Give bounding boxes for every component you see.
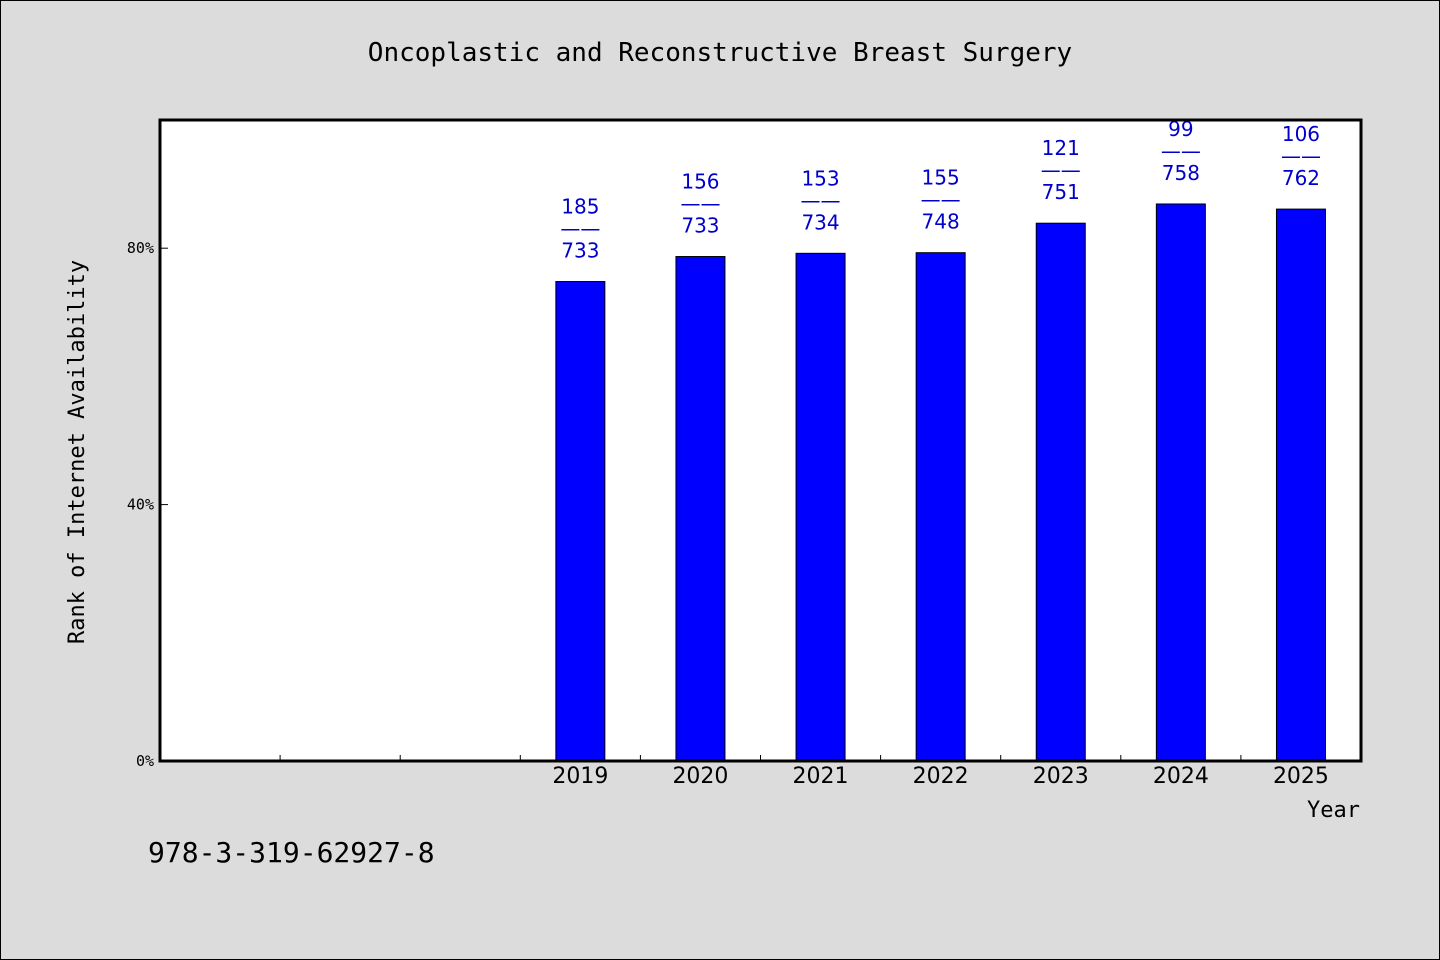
data-label-separator: —— [1281,144,1321,168]
isbn-label: 978-3-319-62927-8 [148,836,435,869]
bar [1155,203,1206,762]
data-label-rank: 155 [922,166,960,190]
data-label-total: 733 [561,239,599,263]
y-tick-label: 80% [127,239,154,257]
plot-border [158,118,1363,763]
data-label-rank: 106 [1282,122,1320,146]
data-label-separator: —— [1161,139,1201,163]
data-label-rank: 153 [801,166,839,190]
x-ticks-layer: 2019 2020 2021 2022 2023 2024 2025 [279,755,1329,789]
data-label-total: 734 [801,210,839,234]
data-label-rank: 185 [561,195,599,219]
y-tick-label: 40% [127,496,154,514]
bar [915,252,966,762]
chart-title: Oncoplastic and Reconstructive Breast Su… [368,38,1072,68]
data-label-total: 762 [1282,166,1320,190]
data-label-total: 751 [1042,180,1080,204]
bar [675,256,726,762]
data-label-total: 748 [922,210,960,234]
x-tick-label: 2022 [913,764,969,789]
y-ticks-layer: 0% 40% 80% [127,239,168,770]
bar [555,281,606,762]
data-label-separator: —— [1041,158,1081,182]
data-label-rank: 156 [681,170,719,194]
x-tick-label: 2023 [1033,764,1089,789]
y-axis-label: Rank of Internet Availability [65,260,90,644]
x-tick-label: 2021 [793,764,849,789]
x-axis-label: Year [1307,798,1360,823]
bars-layer [555,203,1326,762]
bar [795,252,846,762]
data-label-separator: —— [680,192,720,216]
data-label-rank: 121 [1042,136,1080,160]
data-label-separator: —— [921,188,961,212]
x-tick-label: 2019 [552,764,608,789]
x-tick-label: 2020 [672,764,728,789]
bar [1275,208,1326,762]
data-label-total: 733 [681,214,719,238]
x-tick-label: 2024 [1153,764,1209,789]
y-tick-label: 0% [136,752,154,770]
x-tick-label: 2025 [1273,764,1329,789]
data-label-total: 758 [1162,161,1200,185]
data-label-separator: —— [801,188,841,212]
data-labels-layer: 185——733156——733153——734155——748121——751… [560,117,1321,263]
data-label-separator: —— [560,217,600,241]
bar [1035,222,1086,762]
